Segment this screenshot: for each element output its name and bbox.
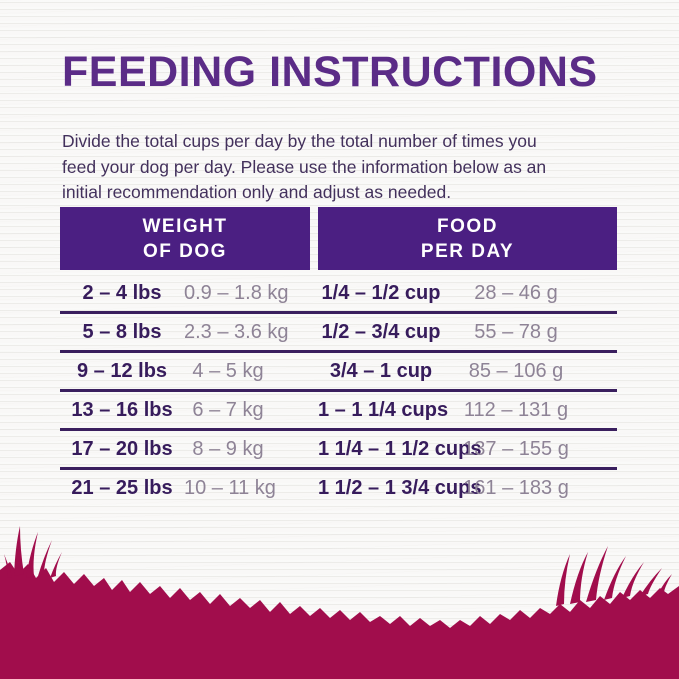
weight-lbs: 2 – 4 lbs (82, 281, 162, 304)
table-row: 9 – 12 lbs 4 – 5 kg 3/4 – 1 cup 85 – 106… (60, 353, 617, 392)
header-weight-of-dog: WEIGHT OF DOG (60, 207, 310, 270)
intro-line-2: feed your dog per day. Please use the in… (62, 156, 547, 177)
weight-kg: 10 – 11 kg (184, 476, 276, 499)
food-cups: 1 1/2 – 1 3/4 cups (318, 476, 482, 499)
food-grams: 137 – 155 g (463, 437, 569, 460)
intro-line-1: Divide the total cups per day by the tot… (62, 131, 537, 151)
food-cups: 1/4 – 1/2 cup (321, 281, 441, 304)
feeding-table: WEIGHT OF DOG FOOD PER DAY 2 – 4 lbs 0.9… (60, 207, 617, 506)
weight-lbs: 21 – 25 lbs (71, 476, 173, 499)
weight-kg: 6 – 7 kg (192, 398, 264, 421)
food-cups: 1 – 1 1/4 cups (318, 398, 449, 421)
weight-kg: 8 – 9 kg (192, 437, 264, 460)
weight-lbs: 17 – 20 lbs (71, 437, 173, 460)
food-grams: 161 – 183 g (463, 476, 569, 499)
weight-kg: 0.9 – 1.8 kg (184, 281, 289, 304)
food-cups: 3/4 – 1 cup (329, 359, 433, 382)
feeding-table-header: WEIGHT OF DOG FOOD PER DAY (60, 207, 617, 270)
feeding-table-body: 2 – 4 lbs 0.9 – 1.8 kg 1/4 – 1/2 cup 28 … (60, 275, 617, 506)
header-food-per-day: FOOD PER DAY (318, 207, 617, 270)
weight-lbs: 5 – 8 lbs (82, 320, 162, 343)
food-grams: 55 – 78 g (474, 320, 558, 343)
table-row: 13 – 16 lbs 6 – 7 kg 1 – 1 1/4 cups 112 … (60, 392, 617, 431)
food-grams: 85 – 106 g (468, 359, 564, 382)
grass-silhouette-icon (0, 526, 679, 679)
weight-kg: 4 – 5 kg (192, 359, 264, 382)
food-grams: 112 – 131 g (463, 398, 569, 421)
food-grams: 28 – 46 g (474, 281, 558, 304)
table-row: 5 – 8 lbs 2.3 – 3.6 kg 1/2 – 3/4 cup 55 … (60, 314, 617, 353)
intro-line-3: initial recommendation only and adjust a… (62, 182, 452, 202)
weight-lbs: 13 – 16 lbs (71, 398, 173, 421)
intro-paragraph: Divide the total cups per day by the tot… (62, 129, 632, 206)
food-cups: 1/2 – 3/4 cup (321, 320, 441, 343)
weight-lbs: 9 – 12 lbs (76, 359, 168, 382)
weight-kg: 2.3 – 3.6 kg (184, 320, 289, 343)
food-cups: 1 1/4 – 1 1/2 cups (318, 437, 482, 460)
header-gap (310, 207, 318, 270)
table-row: 21 – 25 lbs 10 – 11 kg 1 1/2 – 1 3/4 cup… (60, 470, 617, 506)
page-title: FEEDING INSTRUCTIONS (62, 48, 598, 96)
table-row: 17 – 20 lbs 8 – 9 kg 1 1/4 – 1 1/2 cups … (60, 431, 617, 470)
table-row: 2 – 4 lbs 0.9 – 1.8 kg 1/4 – 1/2 cup 28 … (60, 275, 617, 314)
